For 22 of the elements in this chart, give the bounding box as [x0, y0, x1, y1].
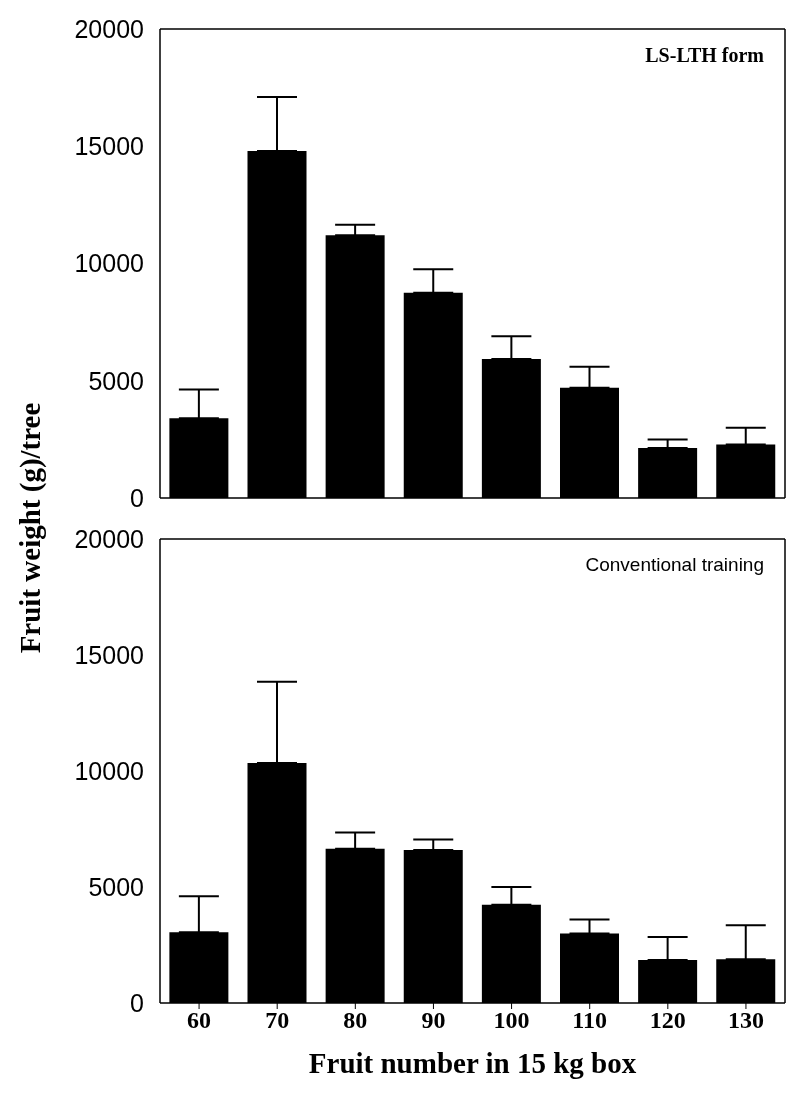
y-tick-label: 15000 [74, 640, 144, 669]
y-axis-title: Fruit weight (g)/tree [13, 402, 47, 654]
x-tick-label: 70 [265, 1007, 290, 1034]
y-tick-label: 10000 [74, 249, 144, 278]
y-tick-label: 0 [130, 483, 144, 512]
y-tick-label: 20000 [74, 14, 144, 43]
y-tick-label: 5000 [88, 366, 144, 395]
text: Conventional training [585, 554, 764, 576]
x-axis-title: Fruit number in 15 kg box [308, 1046, 637, 1079]
x-tick-label: 60 [187, 1007, 212, 1034]
y-tick-label: 15000 [74, 132, 144, 161]
y-tick-label: 0 [130, 988, 144, 1017]
y-tick-label: 5000 [88, 872, 144, 901]
text: LS-LTH form [645, 44, 764, 67]
x-tick-label: 90 [421, 1007, 446, 1034]
x-tick-label: 110 [572, 1007, 608, 1034]
x-tick-label: 100 [493, 1007, 530, 1034]
y-tick-label: 10000 [74, 756, 144, 785]
x-tick-label: 130 [727, 1007, 764, 1034]
x-tick-label: 80 [343, 1007, 368, 1034]
x-tick-label: 120 [649, 1007, 686, 1034]
y-tick-label: 20000 [74, 524, 144, 553]
